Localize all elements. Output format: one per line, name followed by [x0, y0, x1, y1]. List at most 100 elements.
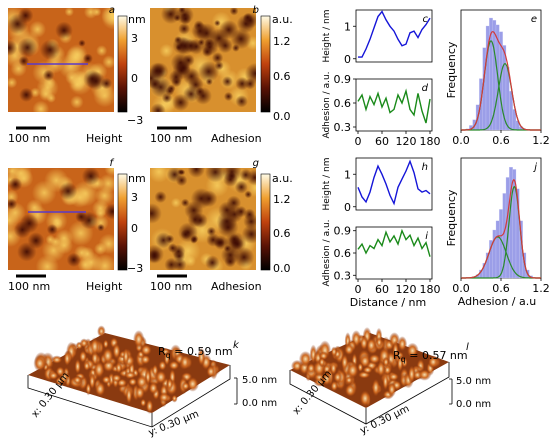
- y-tick-label: 0.9: [334, 225, 352, 238]
- x-tick-label: 60: [375, 135, 389, 148]
- surface-peak: [72, 375, 83, 385]
- surface-peak: [127, 377, 138, 387]
- texture-blob: [78, 39, 86, 47]
- texture-blob: [42, 69, 55, 82]
- texture-blob: [86, 71, 106, 91]
- y-tick-label: 1: [344, 168, 351, 181]
- x-tick-label: 1.2: [532, 282, 550, 295]
- texture-blob: [180, 229, 191, 240]
- surface-peak: [346, 361, 360, 380]
- texture-blob: [225, 205, 244, 223]
- scale-bar-label: 100 nm: [8, 280, 50, 293]
- image-label-height: Height: [86, 132, 123, 145]
- surface-peak: [343, 343, 355, 356]
- texture-blob: [17, 37, 38, 58]
- surface-peak: [145, 398, 154, 415]
- surface-peak: [163, 351, 171, 367]
- texture-blob: [200, 190, 218, 208]
- surface-peak: [205, 365, 216, 378]
- surface-peak: [375, 336, 383, 349]
- texture-blob: [155, 232, 172, 249]
- texture-blob: [94, 186, 114, 206]
- y-axis-label: Adhesion / a.u.: [322, 219, 332, 286]
- texture-blob: [150, 103, 166, 112]
- afm-adhesion-image-bottom: [150, 168, 256, 270]
- surface-peak: [111, 373, 122, 383]
- surface-peak: [382, 371, 389, 392]
- surface-peak: [392, 340, 399, 360]
- texture-blob: [97, 223, 105, 232]
- surface-peak: [181, 381, 191, 391]
- surface-peak: [329, 360, 338, 376]
- afm-height-image-top: [8, 8, 114, 112]
- surface-peak: [417, 368, 432, 381]
- texture-blob: [38, 86, 53, 101]
- panel-letter-g: g: [253, 158, 259, 169]
- image-label-adhesion: Adhesion: [211, 132, 262, 145]
- texture-blob: [172, 93, 190, 112]
- texture-blob: [170, 197, 182, 208]
- chart-c: c 0 1 Height / nm: [322, 9, 433, 66]
- texture-blob: [28, 20, 47, 38]
- texture-blob: [19, 87, 34, 102]
- texture-blob: [214, 19, 221, 27]
- colorbar-tick-top: 3: [131, 32, 138, 45]
- y-tick-label: 0: [344, 53, 351, 66]
- surface-peak: [318, 357, 326, 368]
- texture-blob: [19, 213, 39, 234]
- colorbar-unit-nm: nm: [128, 13, 146, 26]
- x-axis-label: Adhesion / a.u: [458, 295, 536, 308]
- colorbar-tick-mid: 0.6: [273, 70, 291, 83]
- texture-blob: [150, 203, 162, 224]
- texture-blob: [150, 249, 161, 263]
- texture-blob: [182, 54, 195, 67]
- plot-frame: [355, 9, 433, 63]
- texture-blob: [26, 199, 43, 217]
- z-top-label: 5.0 nm: [242, 375, 277, 386]
- x-tick-label: 0.0: [452, 134, 470, 147]
- texture-blob: [243, 213, 256, 230]
- adhesion-colorbar: [260, 15, 271, 113]
- surface-peak: [197, 347, 206, 367]
- surface-peak: [362, 365, 373, 374]
- surface-peak: [396, 354, 404, 373]
- surface-3d-right: [289, 327, 453, 425]
- texture-blob: [101, 8, 114, 26]
- texture-blob: [178, 22, 191, 35]
- colorbar-unit-au: a.u.: [272, 13, 293, 26]
- y-tick-label: 0.3: [334, 121, 352, 134]
- texture-blob: [31, 180, 57, 206]
- texture-blob: [154, 190, 167, 204]
- surface-peak: [102, 339, 109, 349]
- surface-peak: [88, 372, 96, 390]
- surface-peak: [158, 392, 171, 403]
- texture-blob: [184, 255, 197, 267]
- texture-blob: [66, 252, 81, 268]
- scale-bar-label: 100 nm: [150, 280, 192, 293]
- surface-peak: [33, 354, 47, 372]
- surface-peak: [344, 383, 357, 398]
- colorbar-unit-nm: nm: [128, 172, 146, 185]
- fit-sum-curve: [461, 31, 541, 131]
- series-line: [357, 88, 431, 124]
- surface-peak: [63, 350, 71, 367]
- surface-peak: [115, 361, 123, 375]
- texture-blob: [224, 255, 237, 268]
- rq-label-l: Rq = 0.57 nm: [393, 349, 468, 364]
- texture-blob: [223, 91, 234, 102]
- texture-blob: [228, 172, 236, 180]
- texture-blob: [159, 43, 174, 58]
- afm-adhesion-image-top: [150, 8, 256, 112]
- x-tick-label: 0: [355, 283, 362, 296]
- surface-peak: [359, 389, 372, 408]
- surface-peak: [89, 337, 100, 356]
- texture-blob: [8, 198, 18, 210]
- panel-letter-a: a: [109, 5, 115, 16]
- rq-label-k: Rq = 0.59 nm: [158, 345, 233, 360]
- colorbar-tick-top: 1.2: [273, 193, 291, 206]
- texture-blob: [234, 180, 248, 194]
- panel-letter-d: d: [422, 83, 429, 94]
- y-axis-label: Adhesion / a.u.: [322, 71, 332, 138]
- surface-peak: [94, 380, 106, 398]
- surface-peak: [101, 346, 114, 365]
